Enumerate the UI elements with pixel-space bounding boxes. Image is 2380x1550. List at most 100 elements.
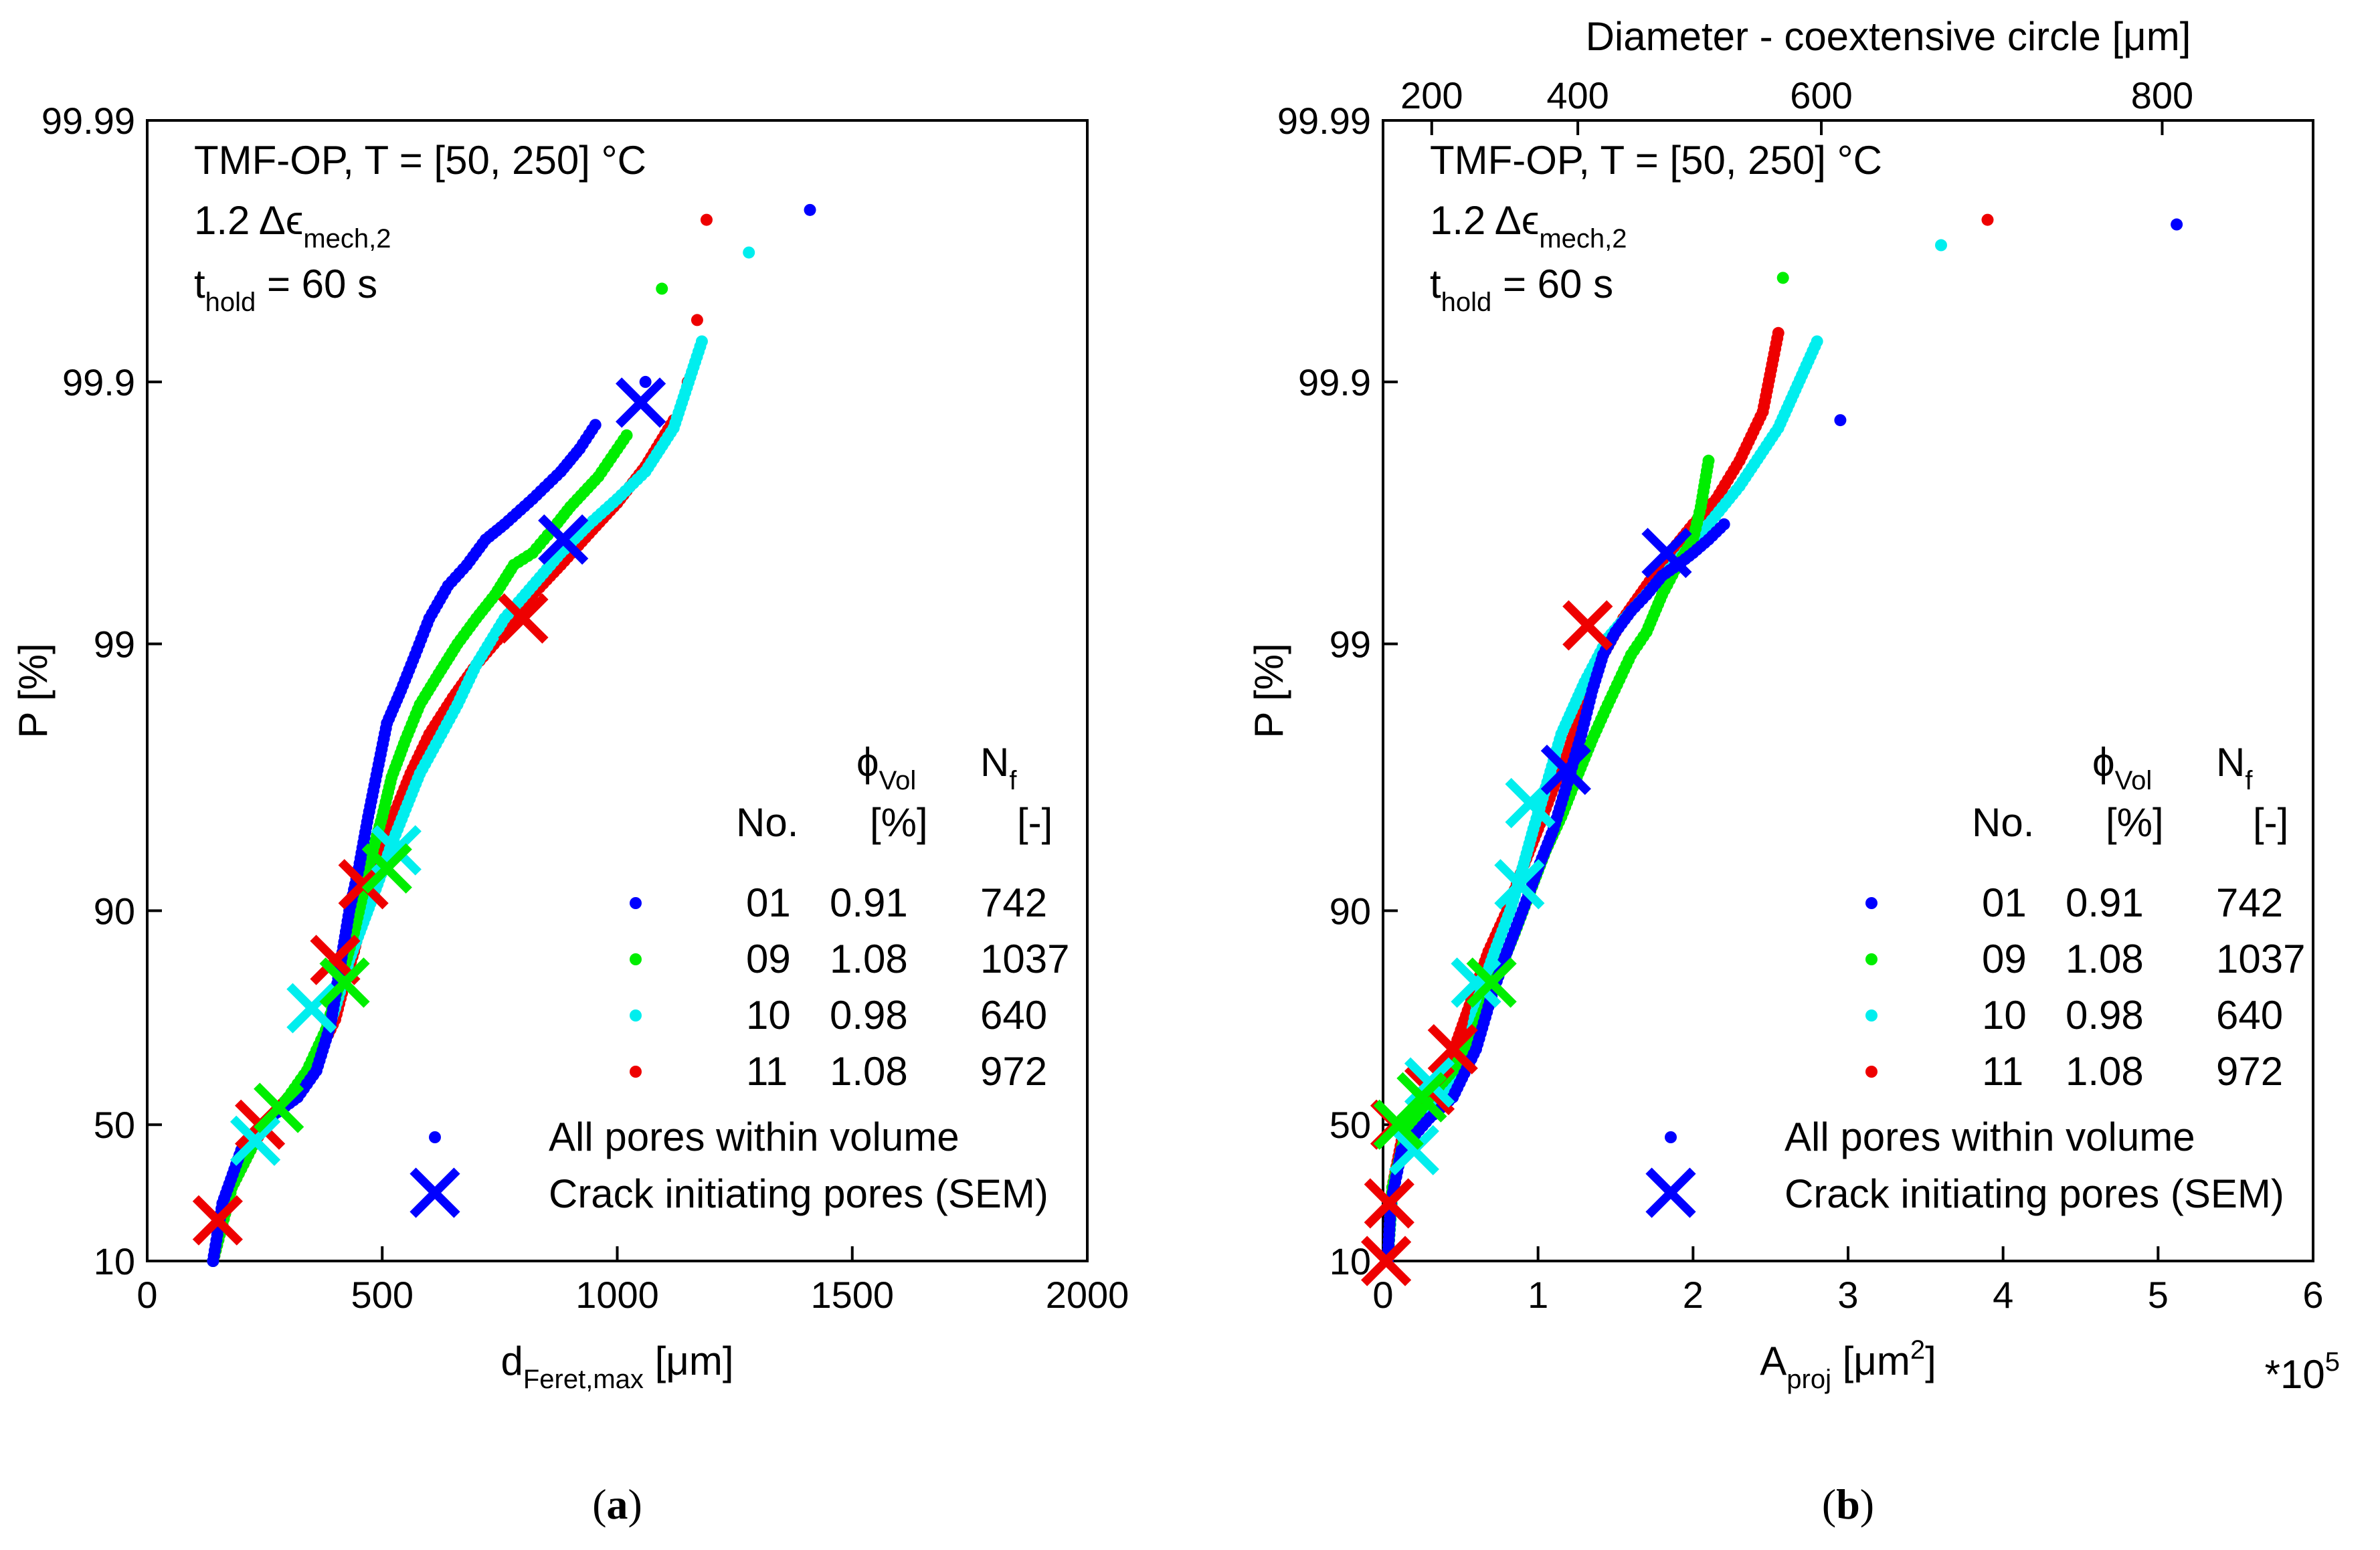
legend-row-phi: 0.98	[2066, 993, 2144, 1038]
data-point	[656, 282, 668, 295]
x-tick-label: 0	[136, 1274, 157, 1316]
crack-marker	[1361, 1236, 1412, 1286]
crack-marker	[1451, 957, 1501, 1008]
series-10	[1381, 239, 1947, 1267]
data-point	[639, 375, 652, 388]
legend-row-no: 09	[1982, 937, 2027, 981]
hold-time-main: t	[194, 262, 205, 306]
x-axis-label-unit: [μm	[1831, 1339, 1910, 1383]
x-tick-label: 1	[1528, 1274, 1548, 1316]
caption-open: (	[592, 1480, 606, 1528]
condition-label: TMF-OP, T = [50, 250] °C	[194, 138, 646, 183]
crack-marker-stroke	[310, 935, 361, 985]
y-tick-label: 10	[1330, 1240, 1371, 1282]
data-point	[1834, 414, 1847, 427]
legend-row-no: 11	[1982, 1049, 2023, 1094]
x-tick-label: 2000	[1046, 1274, 1129, 1316]
data-point	[620, 429, 633, 442]
crack-marker	[361, 843, 412, 894]
caption-letter: b	[1836, 1480, 1860, 1528]
crack-marker-stroke	[254, 1082, 304, 1133]
crack-marker	[1494, 859, 1545, 910]
y-tick-label: 99	[1330, 623, 1371, 666]
legend-marker-09	[630, 953, 642, 965]
series-11	[1381, 213, 1994, 1267]
legend-nf-subscript: f	[1009, 766, 1017, 795]
panel-caption: (a)	[592, 1480, 642, 1528]
caption-close: )	[1860, 1480, 1874, 1528]
top-x-tick-label: 600	[1790, 74, 1852, 116]
x-axis-label-subscript: Feret,max	[523, 1365, 644, 1394]
crack-marker	[1427, 1024, 1478, 1075]
legend-nf-header: Nf	[2216, 740, 2253, 795]
x-axis-label-main: A	[1760, 1339, 1787, 1383]
x-axis-label-close: ]	[1925, 1339, 1936, 1383]
x-tick-label: 4	[1993, 1274, 2013, 1316]
legend-row-nf: 640	[980, 993, 1047, 1038]
hold-time-subscript: hold	[1441, 288, 1492, 317]
x-axis-multiplier-base: *10	[2265, 1352, 2325, 1397]
legend-row-nf: 1037	[2216, 937, 2305, 981]
crack-marker	[286, 983, 337, 1034]
legend-row-no: 01	[1982, 880, 2027, 925]
legend-marker-11	[1865, 1066, 1878, 1078]
crack-marker-stroke	[1388, 1125, 1439, 1175]
crack-marker-stroke	[286, 983, 337, 1034]
crack-marker-stroke	[1404, 1057, 1455, 1108]
legend-col-phi-unit: [%]	[2106, 800, 2164, 845]
panel-caption: (b)	[1822, 1480, 1874, 1528]
crack-marker-stroke	[616, 377, 666, 428]
legend-row-nf: 640	[2216, 993, 2283, 1038]
x-axis-label: Aproj [μm2]	[1760, 1335, 1936, 1394]
legend-col-phi-unit: [%]	[870, 800, 928, 845]
legend-phi-symbol: ϕ	[2092, 740, 2115, 785]
crack-marker	[230, 1115, 281, 1166]
data-point	[1811, 335, 1823, 348]
crack-marker-stroke	[1562, 600, 1613, 651]
legend-all-pores-label: All pores within volume	[1784, 1115, 2195, 1159]
series-01	[207, 203, 816, 1267]
x-tick-label: 1500	[810, 1274, 894, 1316]
x-axis-label-superscript: 2	[1910, 1335, 1925, 1365]
data-point	[1772, 326, 1784, 339]
legend-row-nf: 742	[980, 880, 1047, 925]
hold-time-main: t	[1430, 262, 1441, 306]
crack-marker-stroke	[230, 1115, 281, 1166]
crack-marker-stroke	[319, 957, 370, 1008]
x-tick-label: 500	[351, 1274, 414, 1316]
legend-row-nf: 1037	[980, 937, 1069, 981]
crack-marker-stroke	[1466, 957, 1517, 1008]
x-tick-label: 2	[1683, 1274, 1704, 1316]
x-tick-label: 5	[2148, 1274, 2169, 1316]
legend-row-phi: 0.91	[830, 880, 908, 925]
top-x-tick-label: 400	[1546, 74, 1609, 116]
y-tick-label: 90	[94, 890, 135, 932]
data-point	[691, 314, 703, 326]
data-point	[1981, 213, 1994, 226]
legend-all-pores-marker	[1665, 1131, 1677, 1143]
crack-marker-stroke	[1641, 527, 1692, 579]
crack-marker	[1466, 957, 1517, 1008]
legend-phi-header: ϕVol	[856, 740, 916, 795]
crack-marker-stroke	[1540, 745, 1591, 795]
crack-marker	[616, 377, 666, 428]
y-tick-label: 90	[1330, 890, 1371, 932]
x-tick-label: 3	[1837, 1274, 1858, 1316]
legend-crack-marker-stroke	[1645, 1167, 1696, 1218]
legend-col-no: No.	[1972, 800, 2034, 845]
condition-label: TMF-OP, T = [50, 250] °C	[1430, 138, 1882, 183]
data-point	[1776, 272, 1789, 284]
legend-nf-symbol: N	[980, 740, 1009, 785]
legend-col-no: No.	[736, 800, 798, 845]
hold-time-label: thold = 60 s	[1430, 262, 1613, 317]
legend-nf-symbol: N	[2216, 740, 2245, 785]
legend-crack-label: Crack initiating pores (SEM)	[1784, 1171, 2284, 1216]
crack-marker	[254, 1082, 304, 1133]
y-tick-label: 99.99	[41, 100, 135, 142]
legend-phi-subscript: Vol	[879, 766, 917, 795]
legend-phi-header: ϕVol	[2092, 740, 2152, 795]
panel-a: 0 500 1000 1500 2000 10 50 90 99 99.9 99.99 P [%] dF…	[11, 100, 1129, 1528]
y-tick-label: 99.9	[1298, 361, 1371, 403]
